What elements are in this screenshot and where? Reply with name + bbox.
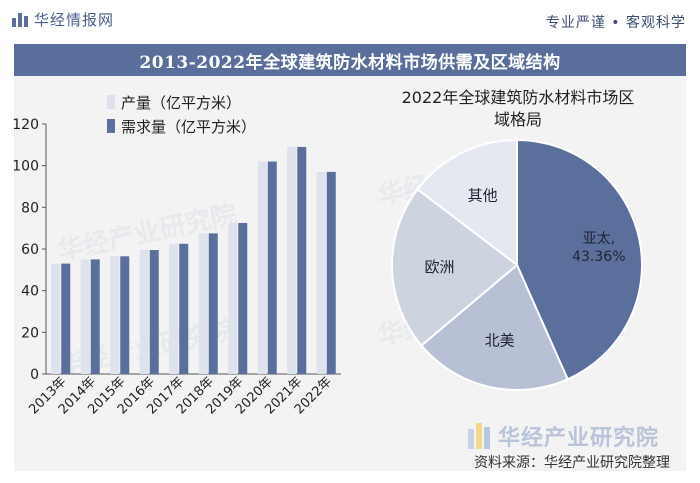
pie-slice-2	[391, 187, 519, 347]
footer-logo: 华经产业研究院	[468, 420, 659, 452]
pie-slice-0	[516, 138, 643, 381]
bar-production	[198, 233, 208, 374]
bar-demand	[208, 233, 218, 374]
brand-logo: 华经情报网	[12, 9, 114, 30]
pie-slice-3	[416, 138, 518, 268]
bar-production	[228, 222, 238, 374]
legend-swatch	[107, 119, 115, 133]
legend-label: 产量（亿平方米）	[121, 94, 241, 112]
bar-production	[110, 256, 120, 374]
y-tick-label: 40	[21, 284, 39, 300]
bar-demand	[61, 263, 71, 374]
pie-slice-label: 欧洲	[425, 258, 455, 276]
bar-production	[257, 161, 267, 374]
bar-production	[51, 263, 61, 374]
bar-production	[80, 259, 90, 374]
bar-demand	[238, 222, 248, 374]
brand-name: 华经情报网	[34, 11, 115, 29]
footer-logo-icon	[468, 423, 490, 449]
pie-title: 域格局	[494, 110, 542, 129]
logo-bars-icon	[12, 12, 28, 27]
bar-production	[316, 171, 326, 374]
pie-slice-label: 北美	[485, 332, 515, 350]
pie-slice-label: 其他	[468, 187, 498, 205]
bar-demand	[297, 146, 307, 374]
legend-swatch	[107, 95, 115, 109]
y-tick-label: 60	[21, 242, 39, 258]
pie-slice-1	[419, 263, 569, 391]
legend-label: 需求量（亿平方米）	[121, 118, 256, 136]
page-title: 2013-2022年全球建筑防水材料市场供需及区域结构	[14, 44, 686, 76]
bar-demand	[149, 250, 159, 374]
y-tick-label: 80	[21, 200, 39, 216]
bar-demand	[120, 256, 130, 374]
y-tick-label: 20	[21, 325, 39, 341]
pie-slice-value: 43.36%	[572, 249, 625, 265]
bar-production	[139, 250, 149, 374]
slogan: 专业严谨 • 客观科学	[545, 15, 686, 31]
bar-production	[169, 243, 179, 374]
pie-title: 2022年全球建筑防水材料市场区	[402, 88, 635, 107]
y-tick-label: 100	[12, 159, 39, 175]
bar-demand	[267, 161, 277, 374]
y-tick-label: 0	[30, 367, 39, 383]
y-tick-label: 120	[12, 117, 39, 133]
bar-demand	[179, 243, 189, 374]
bar-demand	[90, 259, 100, 374]
footer-brand: 华经产业研究院	[498, 426, 660, 451]
bar-production	[287, 146, 297, 374]
pie-slice-label: 亚太,	[583, 231, 615, 247]
bar-demand	[326, 171, 336, 374]
top-bar: 华经情报网 专业严谨 • 客观科学	[0, 0, 700, 44]
source-note: 资料来源：华经产业研究院整理	[474, 455, 670, 471]
